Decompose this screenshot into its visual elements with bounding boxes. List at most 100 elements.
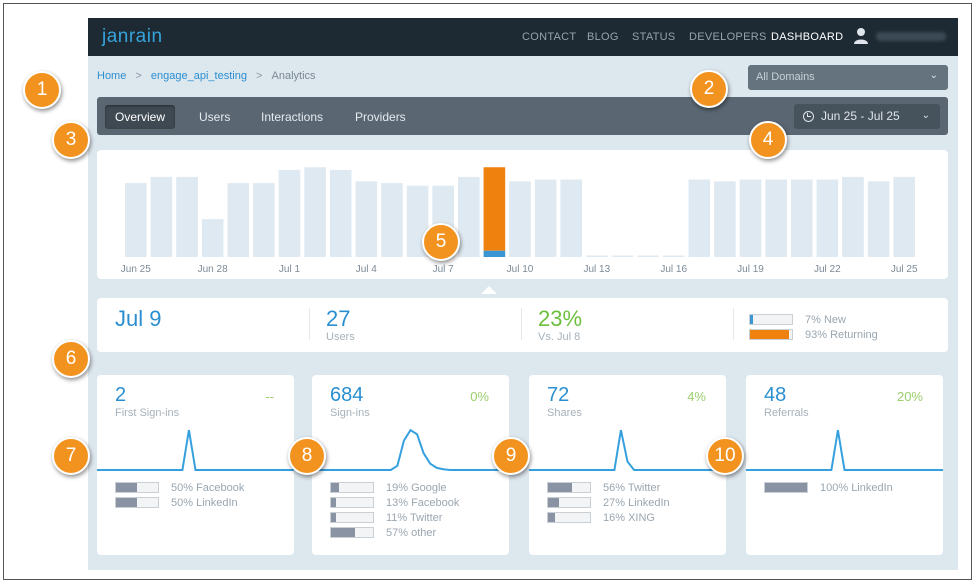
daily-users-chart: Jun 25 Jun 28 Jul 1 Jul 4 Jul 7 Jul 10 Jul 13 J…	[97, 150, 948, 279]
sparkline	[97, 429, 294, 471]
chart-bar[interactable]	[534, 179, 557, 257]
nav-dashboard[interactable]: DASHBOARD	[771, 31, 844, 43]
chart-bar[interactable]	[662, 255, 685, 258]
chart-bar[interactable]	[253, 183, 275, 257]
callout-10: 10	[706, 437, 744, 475]
provider-share-fill	[116, 498, 137, 507]
summary-date: Jul 9	[115, 306, 162, 331]
provider-row-label: 13% Facebook	[386, 497, 460, 509]
provider-row-label: 57% other	[386, 527, 437, 539]
chart-bar[interactable]	[867, 181, 890, 257]
tab-providers[interactable]: Providers	[355, 110, 406, 124]
breadcrumb-separator: >	[256, 70, 263, 83]
chart-bar[interactable]	[329, 169, 352, 257]
chart-bar[interactable]	[816, 179, 839, 257]
divider	[521, 308, 522, 340]
chart-bar-new[interactable]	[483, 250, 506, 257]
chart-bar[interactable]	[842, 176, 864, 257]
card-label: Sign-ins	[330, 407, 370, 419]
chart-bar[interactable]	[457, 176, 480, 257]
chart-bar[interactable]	[637, 255, 659, 258]
domain-select-value: All Domains	[756, 71, 815, 83]
date-range-picker[interactable]: Jun 25 - Jul 25 ⌄	[794, 104, 940, 129]
provider-share-fill	[331, 498, 337, 507]
chart-bar[interactable]	[765, 179, 787, 257]
provider-share-bar	[330, 527, 374, 538]
top-navigation: janrain CONTACT BLOG STATUS DEVELOPERS D…	[88, 18, 958, 56]
provider-share-fill	[548, 483, 572, 492]
provider-share-bar	[764, 482, 808, 493]
returning-users-fill	[750, 330, 790, 339]
x-tick-label: Jun 25	[121, 264, 151, 275]
summary-change-label: Vs. Jul 8	[538, 331, 581, 343]
x-tick-label: Jul 16	[660, 264, 687, 275]
chart-bar[interactable]	[304, 167, 326, 257]
nav-developers[interactable]: DEVELOPERS	[689, 31, 767, 43]
chart-bar[interactable]	[688, 179, 711, 257]
x-tick-label: Jun 28	[198, 264, 228, 275]
x-tick-label: Jul 13	[583, 264, 610, 275]
chart-bar[interactable]	[509, 181, 531, 257]
chart-bar[interactable]	[150, 176, 173, 257]
provider-row-label: 56% Twitter	[603, 482, 661, 494]
date-range-value: Jun 25 - Jul 25	[821, 109, 900, 123]
metric-card[interactable]: 2 First Sign-ins -- 50% Facebook 50% LinkedI…	[97, 375, 294, 555]
callout-4: 4	[749, 121, 787, 159]
tab-overview[interactable]: Overview	[105, 105, 176, 129]
provider-share-fill	[331, 528, 355, 537]
chart-bar[interactable]	[790, 179, 813, 257]
provider-share-fill	[331, 513, 336, 522]
callout-8: 8	[288, 437, 326, 475]
nav-contact[interactable]: CONTACT	[522, 31, 577, 43]
chart-bar[interactable]	[611, 255, 634, 258]
summary-users-value: 27	[326, 306, 351, 331]
breadcrumb: Home > engage_api_testing > Analytics	[97, 70, 316, 82]
metric-card[interactable]: 684 Sign-ins 0% 19% Google 13% Facebook 11% T…	[312, 375, 509, 555]
user-icon[interactable]	[853, 27, 869, 45]
chart-bar[interactable]	[893, 176, 915, 257]
provider-row-label: 50% LinkedIn	[171, 497, 238, 509]
clock-icon	[803, 111, 814, 122]
card-value: 684	[330, 384, 364, 406]
chart-bar-returning[interactable]	[483, 167, 506, 251]
tab-users[interactable]: Users	[199, 110, 231, 124]
returning-users-bar	[749, 329, 793, 340]
chart-bar[interactable]	[714, 181, 736, 257]
summary-change-value: 23%	[538, 306, 583, 331]
nav-status[interactable]: STATUS	[632, 31, 676, 43]
chart-bar[interactable]	[739, 179, 762, 257]
breadcrumb-home[interactable]: Home	[97, 70, 127, 83]
chart-bar[interactable]	[201, 219, 224, 257]
domain-select[interactable]: All Domains ⌄	[748, 65, 948, 90]
provider-share-bar	[547, 512, 591, 523]
metric-card[interactable]: 72 Shares 4% 56% Twitter 27% LinkedIn 16% XIN…	[529, 375, 726, 555]
chart-bar[interactable]	[176, 176, 198, 257]
janrain-logo[interactable]: janrain	[102, 26, 163, 47]
chart-bar[interactable]	[278, 169, 301, 257]
callout-1: 1	[23, 71, 61, 109]
chart-bar[interactable]	[125, 183, 147, 257]
nav-blog[interactable]: BLOG	[587, 31, 619, 43]
chart-bar[interactable]	[355, 181, 378, 257]
card-change: 0%	[470, 389, 489, 404]
card-change: --	[265, 389, 274, 404]
tab-interactions[interactable]: Interactions	[261, 110, 324, 124]
provider-row-label: 27% LinkedIn	[603, 497, 670, 509]
provider-share-bar	[547, 482, 591, 493]
breadcrumb-app[interactable]: engage_api_testing	[150, 70, 247, 83]
callout-5: 5	[422, 223, 460, 261]
provider-row-label: 19% Google	[386, 482, 447, 494]
chart-bar[interactable]	[560, 179, 583, 257]
provider-share-fill	[765, 483, 807, 492]
provider-share-fill	[331, 483, 339, 492]
chart-selection-pointer	[481, 286, 497, 294]
chart-bar[interactable]	[586, 255, 608, 258]
chart-bar[interactable]	[227, 183, 250, 257]
analytics-tabs: Overview Users Interactions Providers Ju…	[97, 97, 948, 135]
metric-card[interactable]: 48 Referrals 20% 100% LinkedIn	[746, 375, 943, 555]
provider-share-bar	[330, 512, 374, 523]
user-name-redacted[interactable]	[876, 32, 946, 41]
provider-share-fill	[548, 498, 560, 507]
sparkline	[746, 429, 943, 471]
chart-bar[interactable]	[381, 183, 403, 257]
